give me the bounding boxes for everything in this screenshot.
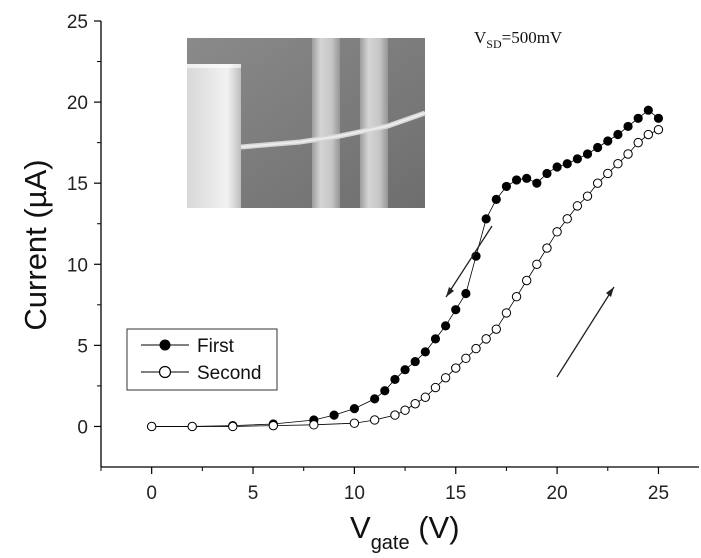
- data-point: [572, 154, 582, 164]
- x-tick-label: 10: [344, 483, 365, 504]
- data-point: [461, 353, 471, 364]
- legend-item-second: Second: [141, 363, 261, 384]
- data-point: [440, 373, 451, 383]
- data-point: [521, 275, 532, 286]
- data-point: [369, 415, 380, 425]
- data-point: [309, 420, 319, 430]
- data-point: [481, 334, 491, 344]
- data-point: [349, 418, 360, 428]
- data-point: [461, 288, 471, 299]
- y-axis-title: Current (µA): [18, 159, 53, 330]
- data-point: [501, 181, 512, 192]
- data-point: [410, 399, 420, 409]
- data-point: [653, 113, 664, 123]
- data-point: [633, 113, 643, 123]
- bias-annotation: VSD=500mV: [474, 28, 563, 51]
- legend: First Second: [126, 328, 278, 391]
- x-axis-title-tail: (V): [410, 510, 460, 545]
- data-point: [511, 292, 522, 302]
- x-axis-title-sub: gate: [371, 532, 410, 554]
- data-point: [501, 308, 512, 318]
- series-second: [146, 124, 664, 432]
- y-tick-label: 15: [67, 174, 88, 195]
- y-tick-label: 5: [77, 336, 88, 357]
- annotation-sub: SD: [486, 37, 502, 51]
- y-tick-label: 0: [77, 417, 88, 438]
- data-point: [613, 159, 623, 169]
- data-point: [268, 420, 279, 431]
- data-point: [592, 178, 603, 188]
- data-point: [653, 124, 664, 135]
- data-point: [430, 382, 441, 393]
- sweep-up-arrow: [556, 286, 615, 378]
- data-point: [542, 243, 552, 253]
- x-tick-label: 20: [547, 483, 568, 504]
- data-point: [420, 347, 430, 357]
- data-point: [390, 410, 400, 420]
- legend-label-second: Second: [197, 363, 261, 384]
- data-point: [633, 137, 643, 148]
- data-point: [562, 214, 572, 224]
- plot-frame: [100, 21, 699, 468]
- x-tick-label: 0: [146, 483, 157, 504]
- data-point: [643, 129, 654, 140]
- y-tick-label: 10: [67, 255, 88, 276]
- data-point: [471, 343, 481, 354]
- data-point: [491, 324, 501, 334]
- data-point: [481, 214, 491, 224]
- data-point: [349, 404, 359, 414]
- data-point: [542, 168, 552, 179]
- data-point: [420, 392, 431, 402]
- data-point: [593, 142, 603, 153]
- data-point: [613, 129, 623, 140]
- series-line: [151, 129, 659, 427]
- data-point: [410, 356, 420, 367]
- data-point: [552, 227, 562, 237]
- data-point: [603, 168, 613, 179]
- x-tick-label: 5: [248, 483, 259, 504]
- y-axis: 0 5 10 15 20 25: [67, 12, 101, 438]
- data-point: [228, 421, 238, 432]
- legend-item-first: First: [141, 336, 235, 357]
- data-point: [400, 365, 410, 375]
- data-point: [511, 175, 522, 185]
- data-point: [187, 421, 197, 432]
- inset-sem-image: [187, 38, 426, 208]
- data-point: [380, 386, 390, 396]
- data-point: [329, 410, 339, 420]
- data-point: [146, 421, 157, 432]
- x-tick-label: 15: [445, 483, 466, 504]
- annotation-main: V: [474, 28, 487, 47]
- data-point: [400, 405, 410, 415]
- data-point: [451, 305, 461, 315]
- x-tick-label: 25: [648, 483, 669, 504]
- sweep-down-arrow: [445, 225, 493, 298]
- y-tick-label: 25: [67, 12, 88, 33]
- data-point: [370, 394, 380, 404]
- data-point: [603, 136, 613, 146]
- data-point: [441, 321, 451, 331]
- data-point: [532, 178, 542, 188]
- data-point: [552, 162, 562, 172]
- legend-label-first: First: [197, 336, 235, 357]
- data-point: [582, 149, 593, 159]
- data-point: [562, 159, 572, 169]
- x-axis-title-main: V: [350, 510, 371, 545]
- data-point: [572, 201, 583, 211]
- y-tick-label: 20: [67, 93, 88, 114]
- data-point: [522, 173, 532, 183]
- x-axis: 0 5 10 15 20 25: [100, 467, 669, 504]
- data-point: [430, 334, 441, 344]
- data-point: [491, 194, 501, 204]
- data-point: [390, 374, 400, 385]
- data-point: [643, 105, 653, 115]
- data-point: [623, 149, 633, 159]
- data-point: [623, 121, 633, 132]
- data-point: [532, 259, 542, 269]
- data-point: [451, 363, 461, 373]
- annotation-tail: =500mV: [502, 28, 563, 47]
- data-point: [582, 191, 593, 201]
- x-axis-title: Vgate (V): [350, 510, 460, 554]
